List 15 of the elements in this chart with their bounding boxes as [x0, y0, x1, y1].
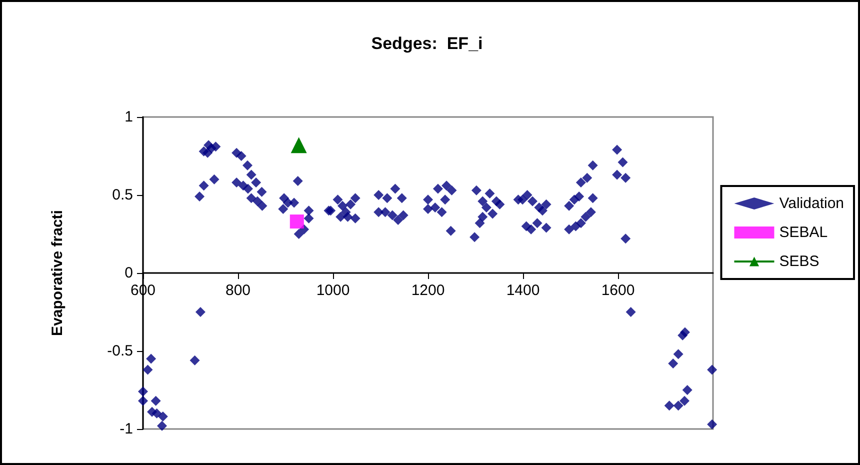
legend-label: Validation: [779, 195, 844, 212]
x-tick-label: 800: [225, 282, 251, 299]
x-tick-label: 1400: [506, 282, 540, 299]
legend-label: SEBS: [779, 253, 820, 270]
x-tick-label: 1200: [411, 282, 445, 299]
chart-title: Sedges: EF_i: [371, 34, 483, 53]
y-tick-label: -0.5: [107, 342, 133, 360]
legend-label: SEBAL: [779, 224, 828, 241]
y-tick-label: 0.5: [112, 186, 133, 204]
y-axis-title: Evaporative fracti: [49, 210, 66, 336]
x-tick-label: 1000: [316, 282, 350, 299]
x-tick-label: 1600: [601, 282, 635, 299]
y-tick-label: -1: [120, 420, 133, 438]
y-tick-label: 0: [124, 264, 133, 282]
y-tick-label: 1: [124, 108, 133, 126]
